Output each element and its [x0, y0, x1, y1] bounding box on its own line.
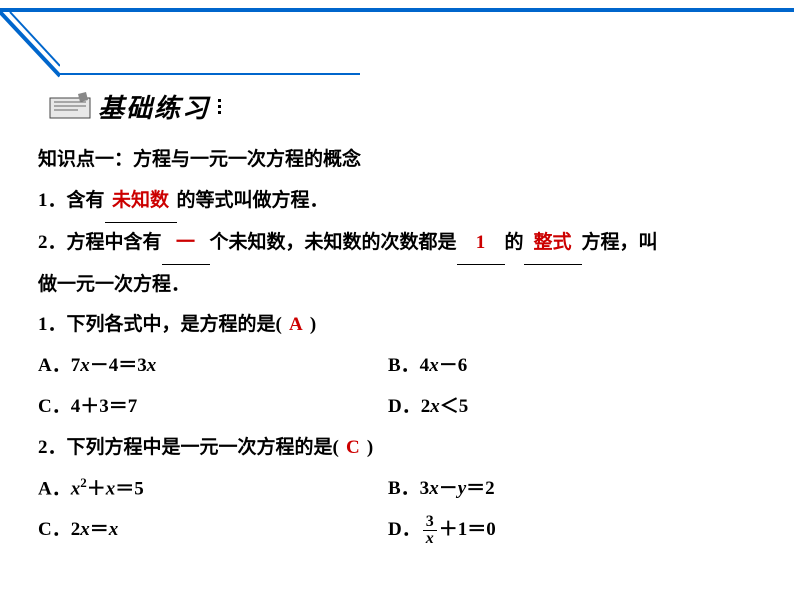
text: 2．方程中含有: [38, 232, 162, 253]
q2-options-row2: C．2x＝x D．3x＋1＝0: [38, 510, 764, 551]
banner-title: 基础练习: [98, 88, 210, 125]
q2-options-row1: A．x2＋x＝5 B．3x－y＝2: [38, 469, 764, 510]
fraction: 3x: [423, 514, 437, 547]
text: 1．下列各式中，是方程的是(: [38, 314, 282, 335]
blank-1-answer: 未知数: [112, 190, 169, 211]
q1-option-a: A．7x－4＝3x: [38, 346, 388, 387]
numerator: 3: [423, 514, 437, 531]
fill-paragraph-1: 1．含有未知数的等式叫做方程．: [38, 181, 764, 223]
blank-3: 1: [457, 223, 505, 265]
blank-2-answer: 一: [176, 232, 195, 253]
blank-1: 未知数: [105, 181, 177, 223]
content-body: 知识点一：方程与一元一次方程的概念 1．含有未知数的等式叫做方程． 2．方程中含…: [38, 140, 764, 551]
q2-option-b: B．3x－y＝2: [388, 469, 495, 510]
text: D．: [388, 519, 421, 540]
q1-option-c: C．4＋3＝7: [38, 387, 388, 428]
text: ＋1＝0: [439, 519, 496, 540]
text: 的: [505, 232, 524, 253]
q1-options-row1: A．7x－4＝3x B．4x－6: [38, 346, 764, 387]
q1-option-d: D．2x＜5: [388, 387, 468, 428]
q1-stem: 1．下列各式中，是方程的是(A): [38, 305, 764, 346]
blank-4: 整式: [524, 223, 582, 265]
denominator: x: [423, 531, 437, 547]
q2-option-a: A．x2＋x＝5: [38, 469, 388, 510]
q2-answer: C: [339, 428, 367, 469]
corner-diagonal: [0, 8, 60, 78]
q2-stem: 2．下列方程中是一元一次方程的是(C): [38, 428, 764, 469]
banner-icon: [48, 90, 92, 124]
text: ): [310, 314, 316, 335]
banner-dots: [218, 99, 221, 114]
section-title: 知识点一：方程与一元一次方程的概念: [38, 140, 764, 181]
blank-3-answer: 1: [476, 232, 486, 253]
blank-2: 一: [162, 223, 210, 265]
text: A．: [38, 478, 71, 499]
superscript: 2: [80, 475, 87, 490]
text: 1．含有: [38, 190, 105, 211]
header-underline: [60, 73, 360, 75]
q1-answer: A: [282, 305, 310, 346]
section-banner: 基础练习: [48, 88, 221, 125]
fill-paragraph-2-line1: 2．方程中含有一个未知数，未知数的次数都是 1的整式方程，叫: [38, 223, 764, 265]
text: 2．下列方程中是一元一次方程的是(: [38, 437, 339, 458]
q1-option-b: B．4x－6: [388, 346, 467, 387]
text: 个未知数，未知数的次数都是: [210, 232, 457, 253]
text: 方程，叫: [582, 232, 658, 253]
top-border-line: [0, 8, 794, 12]
fill-paragraph-2-line2: 做一元一次方程．: [38, 265, 764, 306]
q1-options-row2: C．4＋3＝7 D．2x＜5: [38, 387, 764, 428]
q2-option-d: D．3x＋1＝0: [388, 510, 496, 551]
blank-4-answer: 整式: [534, 232, 572, 253]
text: ): [367, 437, 373, 458]
text: 的等式叫做方程．: [177, 190, 329, 211]
q2-option-c: C．2x＝x: [38, 510, 388, 551]
var-x: x: [71, 478, 81, 499]
